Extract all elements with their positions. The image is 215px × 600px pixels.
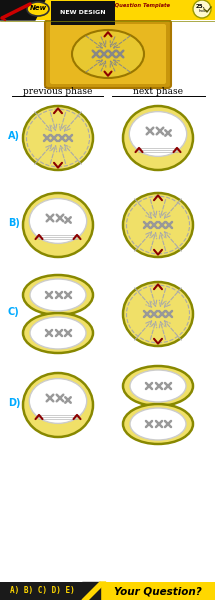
Ellipse shape xyxy=(126,196,189,254)
Text: next phase: next phase xyxy=(133,88,183,97)
Ellipse shape xyxy=(130,370,186,402)
Ellipse shape xyxy=(26,109,89,167)
Polygon shape xyxy=(0,0,45,20)
FancyBboxPatch shape xyxy=(0,582,215,600)
FancyBboxPatch shape xyxy=(50,24,166,84)
Ellipse shape xyxy=(27,2,49,16)
FancyBboxPatch shape xyxy=(45,20,171,88)
FancyBboxPatch shape xyxy=(0,0,215,20)
Ellipse shape xyxy=(123,193,193,257)
Text: Generation Question Template: Generation Question Template xyxy=(80,4,170,8)
Ellipse shape xyxy=(23,106,93,170)
Text: A): A) xyxy=(8,131,20,141)
Text: B): B) xyxy=(8,218,20,228)
Ellipse shape xyxy=(72,30,144,78)
Polygon shape xyxy=(82,582,100,600)
Polygon shape xyxy=(82,582,106,600)
Ellipse shape xyxy=(123,282,193,346)
Ellipse shape xyxy=(123,106,193,170)
Text: hour: hour xyxy=(198,9,207,13)
Text: C): C) xyxy=(8,307,20,317)
Ellipse shape xyxy=(29,199,87,244)
Ellipse shape xyxy=(23,313,93,353)
Text: A) B) C) D) E): A) B) C) D) E) xyxy=(10,587,74,595)
Ellipse shape xyxy=(29,379,87,424)
Ellipse shape xyxy=(126,285,189,343)
Ellipse shape xyxy=(30,279,86,311)
Text: NEW DESIGN: NEW DESIGN xyxy=(60,10,106,16)
Ellipse shape xyxy=(130,408,186,440)
FancyBboxPatch shape xyxy=(0,582,88,600)
Text: previous phase: previous phase xyxy=(23,88,93,97)
Circle shape xyxy=(193,0,211,18)
Text: 25.: 25. xyxy=(196,4,206,10)
Ellipse shape xyxy=(30,317,86,349)
Ellipse shape xyxy=(23,373,93,437)
Ellipse shape xyxy=(123,366,193,406)
Text: Your Question?: Your Question? xyxy=(114,586,202,596)
Ellipse shape xyxy=(123,404,193,444)
Text: D): D) xyxy=(8,398,20,408)
Text: New: New xyxy=(29,5,47,11)
Ellipse shape xyxy=(129,112,187,157)
Ellipse shape xyxy=(23,193,93,257)
Ellipse shape xyxy=(23,275,93,315)
